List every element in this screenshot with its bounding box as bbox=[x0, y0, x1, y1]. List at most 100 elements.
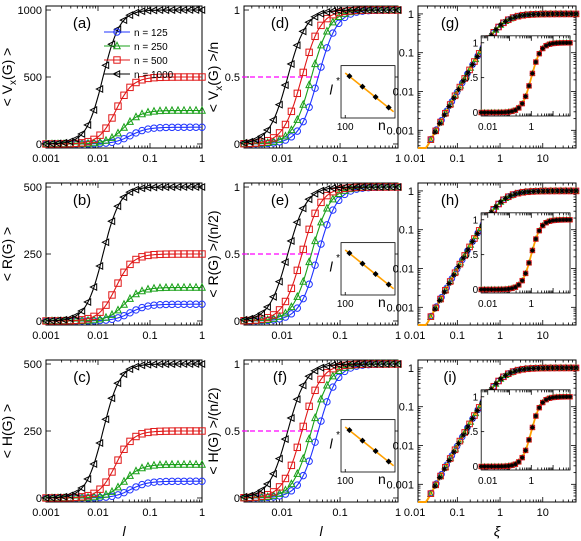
data-point-3 bbox=[488, 209, 495, 216]
data-point-3 bbox=[286, 59, 295, 69]
y-tick-label: 0.001 bbox=[386, 125, 414, 137]
data-point-0 bbox=[438, 470, 445, 478]
inset-data-point-3 bbox=[523, 448, 528, 453]
y-tick-label: 0 bbox=[36, 316, 42, 328]
data-point-3 bbox=[65, 491, 74, 500]
data-point-3 bbox=[59, 138, 68, 147]
data-point-2 bbox=[281, 120, 290, 129]
x-tick-label: 0.01 bbox=[271, 507, 292, 519]
data-point-0 bbox=[281, 313, 290, 321]
data-point-1 bbox=[334, 365, 343, 374]
data-point-3 bbox=[488, 386, 495, 393]
inset-data-point-3 bbox=[479, 464, 484, 469]
data-point-3 bbox=[304, 195, 313, 204]
data-point-1 bbox=[107, 132, 117, 141]
inset-data-point bbox=[372, 94, 379, 101]
data-point-1 bbox=[179, 105, 189, 114]
panel-tag: (g) bbox=[441, 15, 459, 32]
inset-x-tick-label: 0.01 bbox=[478, 476, 498, 487]
data-point-3 bbox=[530, 365, 537, 372]
y-axis-label: < Vx(G) > bbox=[0, 48, 19, 107]
inset-data-point-3 bbox=[499, 287, 504, 292]
data-point-2 bbox=[317, 375, 325, 384]
data-point-3 bbox=[131, 185, 140, 194]
data-point-2 bbox=[293, 266, 302, 275]
data-point-3 bbox=[436, 474, 443, 481]
data-point-2 bbox=[120, 445, 128, 453]
inset-data-point bbox=[346, 427, 353, 434]
data-point-1 bbox=[155, 460, 165, 469]
inset-y-tick-label: 1 bbox=[473, 215, 479, 226]
data-point-1 bbox=[316, 394, 326, 403]
y-tick-label: 1 bbox=[408, 363, 414, 375]
inset-data-point-3 bbox=[567, 40, 573, 46]
data-point-3 bbox=[545, 188, 551, 194]
data-point-2 bbox=[323, 14, 331, 23]
inset-data-point-3 bbox=[557, 217, 562, 223]
panel-d: 0.01 0.1 1 0 0.5 1 100 n l * (d) < Vx(G) >/n bbox=[205, 5, 403, 165]
data-point-3 bbox=[512, 191, 518, 197]
data-point-3 bbox=[474, 53, 481, 60]
data-point-3 bbox=[465, 247, 471, 253]
data-point-1 bbox=[83, 315, 93, 324]
inset-data-point-3 bbox=[485, 110, 491, 115]
panel-tag: (e) bbox=[271, 192, 289, 209]
y-tick-label: 0.001 bbox=[386, 302, 414, 314]
data-point-3 bbox=[549, 188, 556, 194]
data-point-3 bbox=[559, 365, 565, 371]
inset-data-point bbox=[359, 437, 366, 444]
inset-data-point-3 bbox=[547, 396, 552, 401]
data-point-0 bbox=[120, 134, 128, 143]
data-point-1 bbox=[299, 453, 308, 462]
data-point-1 bbox=[149, 106, 159, 115]
y-axis-label: < Vx(G) >/n bbox=[205, 42, 225, 112]
inset-data-point-3 bbox=[516, 459, 521, 465]
data-point-3 bbox=[59, 492, 68, 501]
data-point-3 bbox=[245, 137, 254, 146]
data-point-0 bbox=[317, 240, 325, 248]
inset-data-point-3 bbox=[489, 287, 494, 292]
data-point-1 bbox=[179, 282, 189, 291]
inset-y-tick-label: 0.5 bbox=[464, 73, 478, 84]
inset-data-point-3 bbox=[502, 287, 508, 292]
data-point-3 bbox=[71, 134, 80, 143]
data-point-1 bbox=[143, 284, 153, 293]
inset-data-point-3 bbox=[567, 217, 573, 223]
data-point-3 bbox=[441, 289, 448, 295]
x-tick-label: 0.01 bbox=[87, 153, 108, 165]
data-point-3 bbox=[465, 70, 471, 76]
inset-data-point-3 bbox=[513, 284, 518, 290]
data-point-2 bbox=[198, 250, 206, 258]
inset-data-point-3 bbox=[554, 394, 559, 400]
data-point-3 bbox=[526, 188, 532, 195]
data-point-2 bbox=[427, 490, 435, 497]
data-point-3 bbox=[95, 85, 104, 94]
data-point-2 bbox=[305, 225, 313, 234]
data-point-3 bbox=[446, 280, 452, 287]
y-tick-label: 0 bbox=[234, 139, 240, 151]
data-point-1 bbox=[137, 463, 147, 472]
data-point-1 bbox=[107, 486, 117, 495]
inset-data-point-3 bbox=[492, 464, 498, 469]
panel-tag: (d) bbox=[271, 15, 289, 32]
data-point-3 bbox=[256, 309, 265, 318]
data-point-1 bbox=[185, 459, 195, 468]
inset: 0.01 1 0 0.5 1 bbox=[464, 212, 574, 310]
inset: 100 n l * bbox=[329, 65, 396, 133]
inset-data-point-3 bbox=[509, 463, 515, 468]
data-point-0 bbox=[281, 490, 290, 498]
y-axis-label: < R(G) >/(n/2) bbox=[205, 210, 221, 297]
data-point-1 bbox=[452, 267, 460, 275]
data-point-2 bbox=[120, 268, 128, 276]
data-point-3 bbox=[446, 103, 452, 110]
data-point-2 bbox=[114, 279, 122, 287]
data-point-3 bbox=[113, 379, 122, 388]
data-point-3 bbox=[526, 365, 532, 372]
inset-x-tick-label: 1 bbox=[529, 299, 535, 310]
data-point-2 bbox=[269, 488, 278, 496]
data-point-2 bbox=[305, 402, 313, 411]
inset-data-point-3 bbox=[502, 464, 508, 469]
x-tick-label: 0.01 bbox=[404, 153, 425, 165]
panel-tag: (b) bbox=[73, 192, 91, 209]
data-point-1 bbox=[101, 135, 111, 144]
